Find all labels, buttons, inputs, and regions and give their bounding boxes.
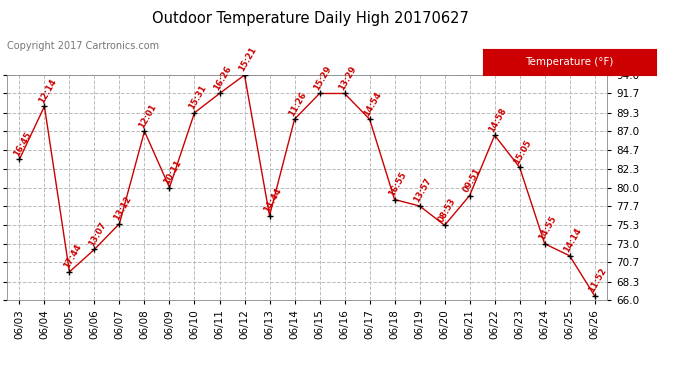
Text: 10:11: 10:11 [161, 158, 183, 186]
Text: 14:55: 14:55 [537, 214, 558, 242]
Text: 17:44: 17:44 [61, 243, 83, 270]
Text: 14:14: 14:14 [562, 226, 583, 254]
Text: 14:54: 14:54 [362, 90, 383, 118]
Text: 12:01: 12:01 [137, 102, 158, 130]
Text: 11:52: 11:52 [587, 267, 608, 294]
Text: 14:44: 14:44 [262, 186, 283, 214]
Text: 12:14: 12:14 [37, 77, 58, 105]
Text: 15:29: 15:29 [312, 64, 333, 92]
Text: 16:45: 16:45 [12, 130, 33, 158]
Text: 14:58: 14:58 [487, 106, 508, 134]
Text: 15:21: 15:21 [237, 46, 258, 74]
Text: 16:55: 16:55 [387, 170, 408, 198]
Text: 09:51: 09:51 [462, 166, 483, 194]
Text: 11:26: 11:26 [287, 90, 308, 118]
Text: 15:31: 15:31 [187, 84, 208, 111]
Text: 16:26: 16:26 [212, 64, 233, 92]
Text: 13:57: 13:57 [412, 177, 433, 204]
Text: Outdoor Temperature Daily High 20170627: Outdoor Temperature Daily High 20170627 [152, 11, 469, 26]
Text: 13:29: 13:29 [337, 64, 358, 92]
Text: 13:07: 13:07 [87, 220, 108, 248]
Text: Copyright 2017 Cartronics.com: Copyright 2017 Cartronics.com [7, 41, 159, 51]
Text: 15:05: 15:05 [512, 138, 533, 166]
Text: 13:12: 13:12 [112, 194, 133, 222]
Text: Temperature (°F): Temperature (°F) [525, 57, 613, 67]
Text: 08:53: 08:53 [437, 196, 458, 223]
